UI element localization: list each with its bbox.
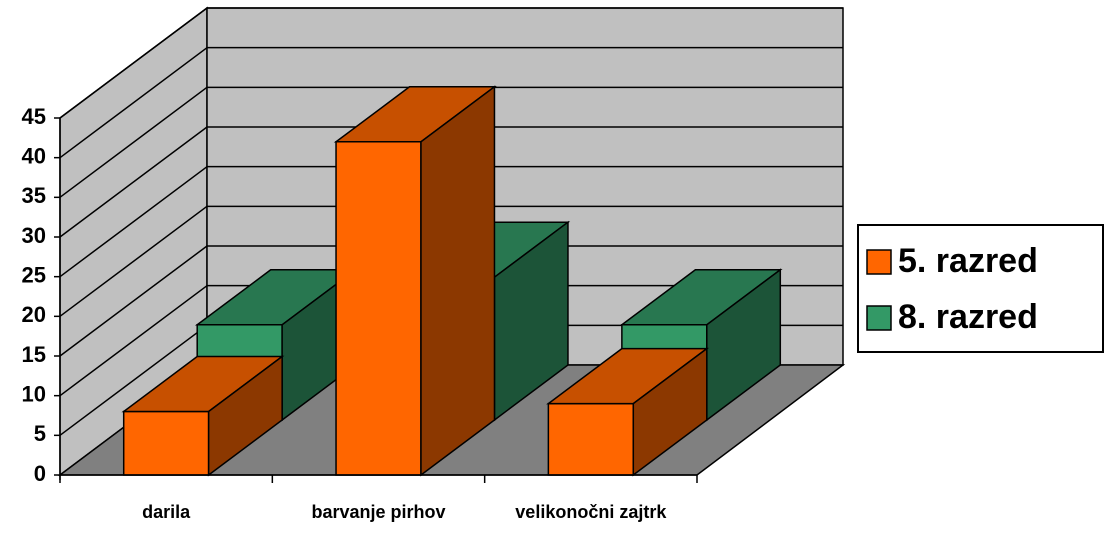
bar-side: [420, 85, 496, 477]
grid-line: [59, 205, 208, 317]
y-tick-label: 15: [22, 342, 46, 367]
legend-swatch: [866, 249, 892, 275]
grid-line: [59, 47, 208, 159]
legend-swatch: [866, 305, 892, 331]
grid-line: [59, 285, 208, 397]
x-tick-label: barvanje pirhov: [311, 502, 446, 522]
bar-front: [547, 402, 635, 476]
bar-front: [122, 410, 210, 476]
y-tick-label: 30: [22, 223, 46, 248]
y-tick-label: 45: [22, 104, 46, 129]
x-tick-label: darila: [142, 502, 191, 522]
grid-line: [59, 324, 208, 436]
legend-label: 5. razred: [898, 242, 1038, 280]
bar: [546, 347, 710, 477]
bar-side: [207, 355, 283, 477]
legend-label: 8. razred: [898, 298, 1038, 336]
grid-line: [59, 245, 208, 357]
grid-line: [59, 86, 208, 198]
y-tick-label: 5: [34, 421, 46, 446]
grid-line: [59, 7, 208, 119]
y-tick-label: 40: [22, 143, 46, 168]
bar-front: [335, 141, 422, 476]
y-tick-label: 0: [34, 461, 46, 486]
y-tick-label: 25: [22, 262, 46, 287]
bar-side: [632, 347, 708, 477]
bar: [121, 355, 285, 477]
grid-line: [59, 166, 208, 278]
y-tick-label: 20: [22, 302, 46, 327]
y-tick-label: 35: [22, 183, 46, 208]
y-tick-label: 10: [22, 381, 46, 406]
legend-box: [857, 224, 1104, 353]
bar: [333, 85, 497, 477]
x-tick-label: velikonočni zajtrk: [515, 502, 667, 522]
grid-line: [59, 126, 208, 238]
